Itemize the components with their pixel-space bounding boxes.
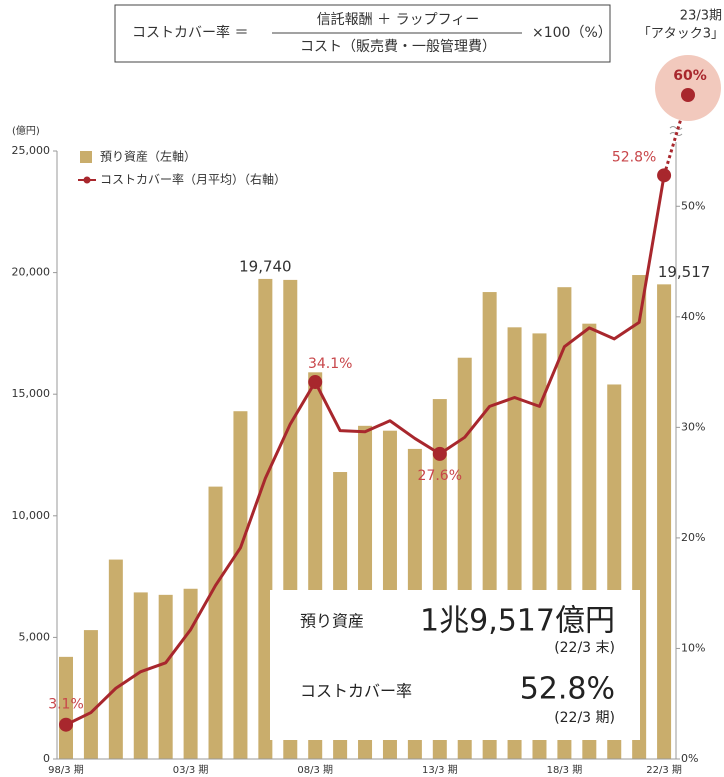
bar [233,411,248,759]
bar [657,284,672,759]
formula-multiplier: ×100（%） [532,25,612,41]
y-unit: (億円) [12,124,40,137]
y2-tick-label: 40% [681,310,705,323]
y2-tick-label: 50% [681,199,705,212]
target-point [681,88,695,102]
legend-label: 預り資産（左軸） [100,149,196,164]
x-tick-label: 22/3 期 [646,764,682,776]
x-tick-label: 18/3 期 [547,764,583,776]
legend-label: コストカバー率（月平均）（右軸） [100,172,286,187]
summary-assets-value: 1兆9,517億円 [420,604,615,639]
y2-tick-label: 30% [681,420,705,433]
legend-swatch [83,176,91,184]
bar-value-label: 19,740 [239,257,292,275]
y2-tick-label: 20% [681,531,705,544]
bar [258,278,273,759]
bar-value-label: 19,517 [658,263,711,281]
bar [108,559,123,759]
line-point [432,446,447,461]
summary-box [270,590,640,740]
summary-ratio-note: (22/3 期) [554,710,615,726]
y2-tick-label: 10% [681,641,705,654]
summary-ratio-value: 52.8% [520,672,615,707]
line-value-label: 52.8% [612,149,656,165]
formula-lhs: コストカバー率 ＝ [132,24,248,41]
line-value-label: 34.1% [308,356,352,372]
line-point [59,717,73,732]
summary-ratio-label: コストカバー率 [300,682,412,701]
x-tick-label: 08/3 期 [297,764,333,776]
formula-denominator: コスト（販売費・一般管理費） [300,39,496,55]
line-value-label: 27.6% [418,468,462,484]
target-value-label: 60% [673,68,707,84]
y-tick-label: 5,000 [19,630,51,643]
bar [183,588,198,759]
target-connector [662,94,690,176]
y-tick-label: 20,000 [12,266,51,279]
legend-swatch [80,151,92,163]
bar [208,486,223,759]
bar [59,656,73,759]
summary-assets-label: 預り資産 [300,612,364,631]
x-tick-label: 98/3 期 [48,764,84,776]
formula-numerator: 信託報酬 ＋ ラップフィー [317,12,480,28]
bar [83,630,98,759]
line [65,175,666,727]
x-tick-label: 13/3 期 [422,764,458,776]
target-sublabel: 「アタック3」 [638,27,724,42]
bar [133,592,148,759]
y-tick-label: 0 [43,752,50,765]
y-tick-label: 25,000 [12,144,51,157]
line-value-label: 3.1% [48,697,84,713]
y-tick-label: 10,000 [12,509,51,522]
x-tick-label: 03/3 期 [173,764,209,776]
y-tick-label: 15,000 [12,387,51,400]
target-label: 23/3期 [680,9,722,24]
y2-tick-label: 0% [681,752,698,765]
bar [158,594,173,759]
line-point [308,375,323,390]
summary-assets-note: (22/3 末) [554,640,615,656]
